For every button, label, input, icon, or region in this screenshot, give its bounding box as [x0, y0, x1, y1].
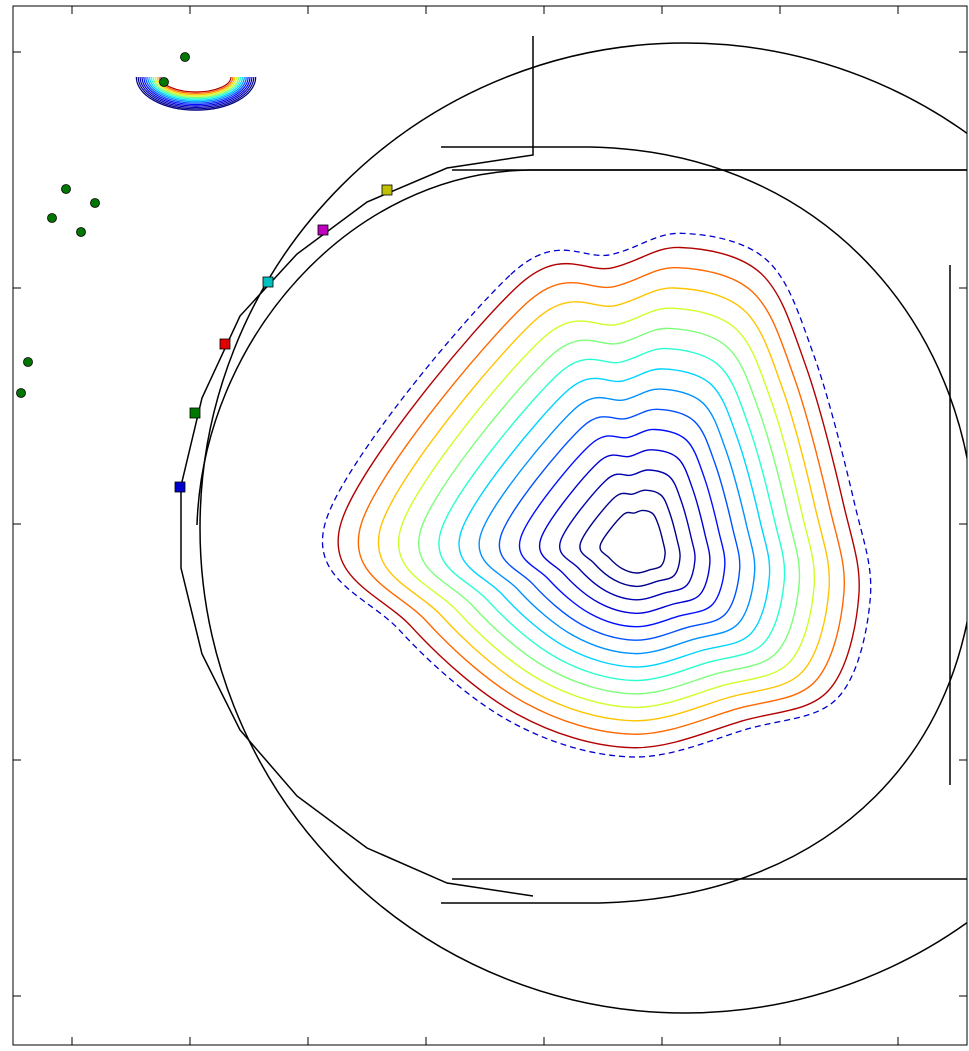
flux-contour-line	[478, 388, 756, 655]
circle-probe-marker	[76, 227, 86, 237]
inset-contour-arc	[143, 76, 249, 106]
flux-contour-line	[398, 307, 816, 709]
flux-contour-line	[538, 449, 711, 615]
flux-contour-line	[377, 287, 831, 722]
square-probe-marker	[189, 407, 201, 419]
inset-contour-arc	[147, 76, 245, 103]
axes-frame	[12, 5, 968, 1046]
circle-probe-marker	[61, 184, 71, 194]
inset-contour-arc	[154, 76, 238, 97]
flux-contour-line	[357, 266, 846, 735]
separatrix-boundary	[321, 232, 872, 758]
outer-wall	[441, 146, 967, 904]
inset-contour-arc	[135, 76, 257, 111]
outer-vessel-circle	[199, 42, 967, 1014]
flux-contour-line	[438, 347, 786, 682]
square-probe-marker	[174, 481, 186, 493]
flux-contour-line	[418, 327, 801, 695]
circle-probe-marker	[159, 77, 169, 87]
inset-contour-arc	[149, 76, 243, 101]
circle-probe-marker	[180, 52, 190, 62]
square-probe-marker	[381, 184, 393, 196]
inset-contour-arc	[139, 76, 253, 108]
flux-contour-line	[579, 489, 681, 588]
square-probe-marker	[262, 276, 274, 288]
inset-contours	[135, 76, 257, 111]
flux-contour-line	[518, 428, 726, 628]
x-ticks	[71, 6, 899, 1045]
inset-contour-arc	[137, 76, 255, 110]
flux-contours	[321, 232, 872, 758]
circle-probe-marker	[23, 357, 33, 367]
flux-contour-line	[498, 408, 741, 641]
circle-probe-marker	[47, 213, 57, 223]
flux-contour-line	[458, 368, 771, 668]
square-probe-marker	[317, 224, 329, 236]
inset-contour-arc	[145, 76, 247, 104]
inset-contour-arc	[152, 76, 240, 99]
flux-contour-line	[599, 509, 666, 574]
flux-contour-line	[337, 246, 860, 749]
y-ticks	[13, 51, 967, 997]
flux-contour-line	[558, 469, 696, 601]
inset-contour-arc	[150, 76, 242, 100]
inner-wall	[196, 169, 967, 526]
inset-contour-arc	[141, 76, 251, 107]
square-probe-marker	[219, 338, 231, 350]
circle-probe-marker	[16, 388, 26, 398]
circle-probe-marker	[90, 198, 100, 208]
probe-markers	[16, 52, 393, 493]
